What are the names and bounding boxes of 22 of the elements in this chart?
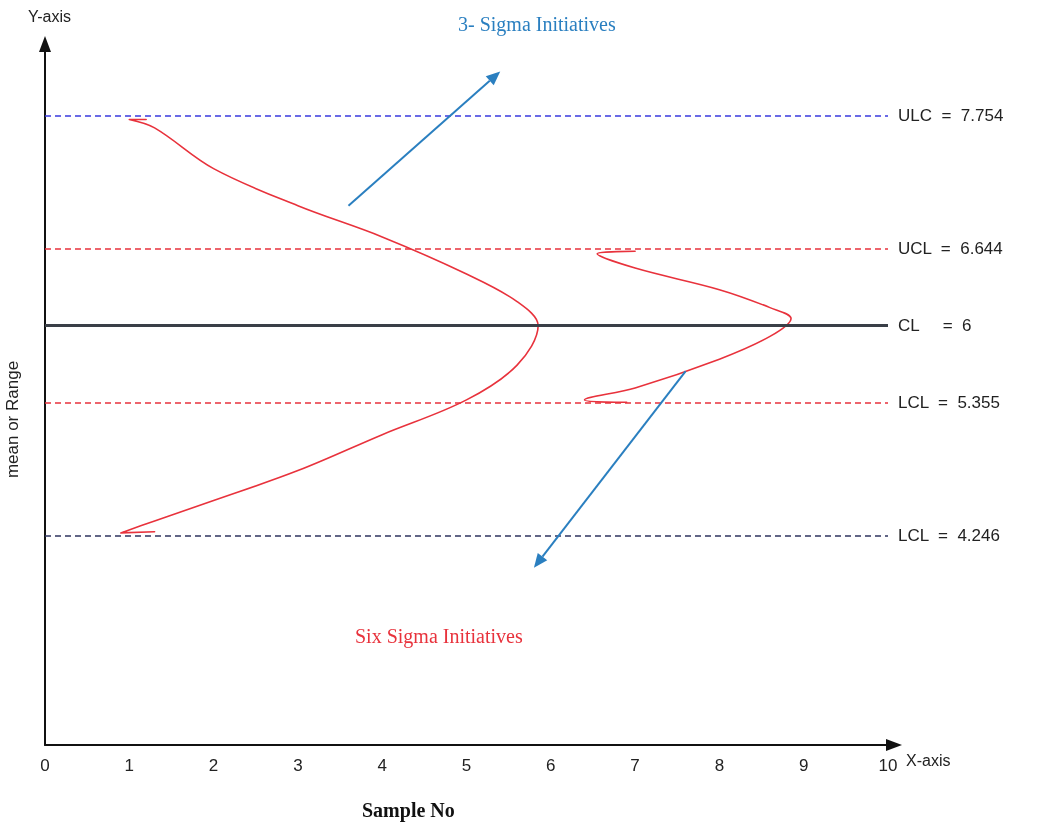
x-axis-title: Sample No: [362, 799, 455, 822]
text: X-axis: [906, 751, 951, 769]
x-tick-label: 9: [798, 756, 809, 775]
ref-line-label: LCL = 4.246: [898, 525, 1000, 545]
x-tick-label: 8: [714, 756, 725, 775]
x-tick-label: 0: [40, 756, 50, 775]
y-axis-title: mean or Range: [3, 360, 22, 479]
x-tick-label: 3: [293, 756, 303, 775]
x-tick-label: 6: [546, 756, 556, 775]
x-tick-label: 10: [878, 756, 898, 775]
ref-line-label: LCL = 5.355: [898, 392, 1000, 412]
ref-line-label: ULC = 7.754: [898, 106, 1004, 126]
ref-line-label: CL = 6: [898, 316, 972, 336]
x-tick-label: 2: [208, 756, 219, 775]
text: 3- Sigma Initiatives: [458, 13, 616, 36]
x-tick-label: 7: [630, 756, 640, 775]
x-tick-label: 4: [377, 756, 387, 775]
annotation: Six Sigma Initiatives: [355, 625, 523, 648]
x-tick-label: 1: [124, 756, 135, 775]
x-tick-label: 5: [461, 756, 472, 775]
ref-line-label: UCL = 6.644: [898, 239, 1003, 259]
text: Y-axis: [28, 7, 71, 25]
